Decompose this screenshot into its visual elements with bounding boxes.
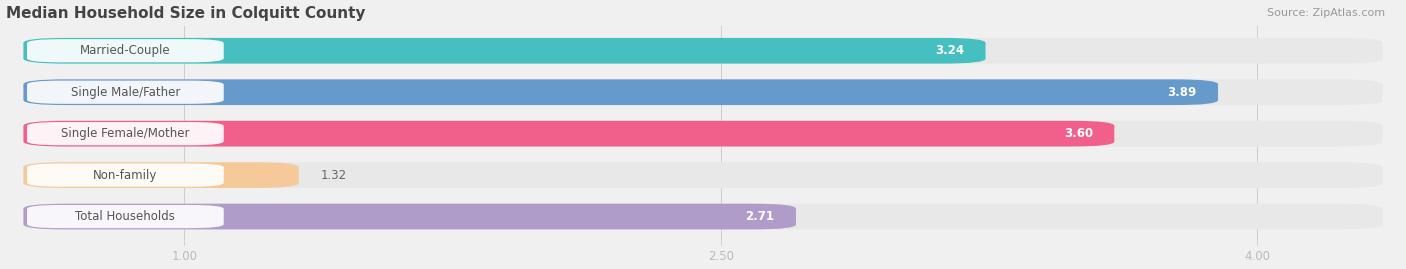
FancyBboxPatch shape: [24, 121, 1115, 147]
Text: 3.24: 3.24: [935, 44, 965, 57]
Text: 3.89: 3.89: [1167, 86, 1197, 99]
Text: 3.60: 3.60: [1064, 127, 1092, 140]
Text: Single Female/Mother: Single Female/Mother: [60, 127, 190, 140]
FancyBboxPatch shape: [27, 122, 224, 145]
FancyBboxPatch shape: [24, 121, 1382, 147]
FancyBboxPatch shape: [24, 162, 299, 188]
FancyBboxPatch shape: [24, 79, 1382, 105]
Text: Total Households: Total Households: [76, 210, 176, 223]
FancyBboxPatch shape: [27, 39, 224, 62]
Text: Married-Couple: Married-Couple: [80, 44, 170, 57]
FancyBboxPatch shape: [24, 162, 1382, 188]
FancyBboxPatch shape: [27, 81, 224, 104]
Text: Median Household Size in Colquitt County: Median Household Size in Colquitt County: [6, 6, 366, 20]
FancyBboxPatch shape: [24, 38, 1382, 63]
FancyBboxPatch shape: [24, 204, 1382, 229]
FancyBboxPatch shape: [27, 164, 224, 187]
Text: 1.32: 1.32: [321, 169, 346, 182]
FancyBboxPatch shape: [24, 79, 1218, 105]
Text: Non-family: Non-family: [93, 169, 157, 182]
FancyBboxPatch shape: [27, 205, 224, 228]
FancyBboxPatch shape: [24, 38, 986, 63]
Text: 2.71: 2.71: [745, 210, 775, 223]
FancyBboxPatch shape: [24, 204, 796, 229]
Text: Source: ZipAtlas.com: Source: ZipAtlas.com: [1267, 8, 1385, 18]
Text: Single Male/Father: Single Male/Father: [70, 86, 180, 99]
